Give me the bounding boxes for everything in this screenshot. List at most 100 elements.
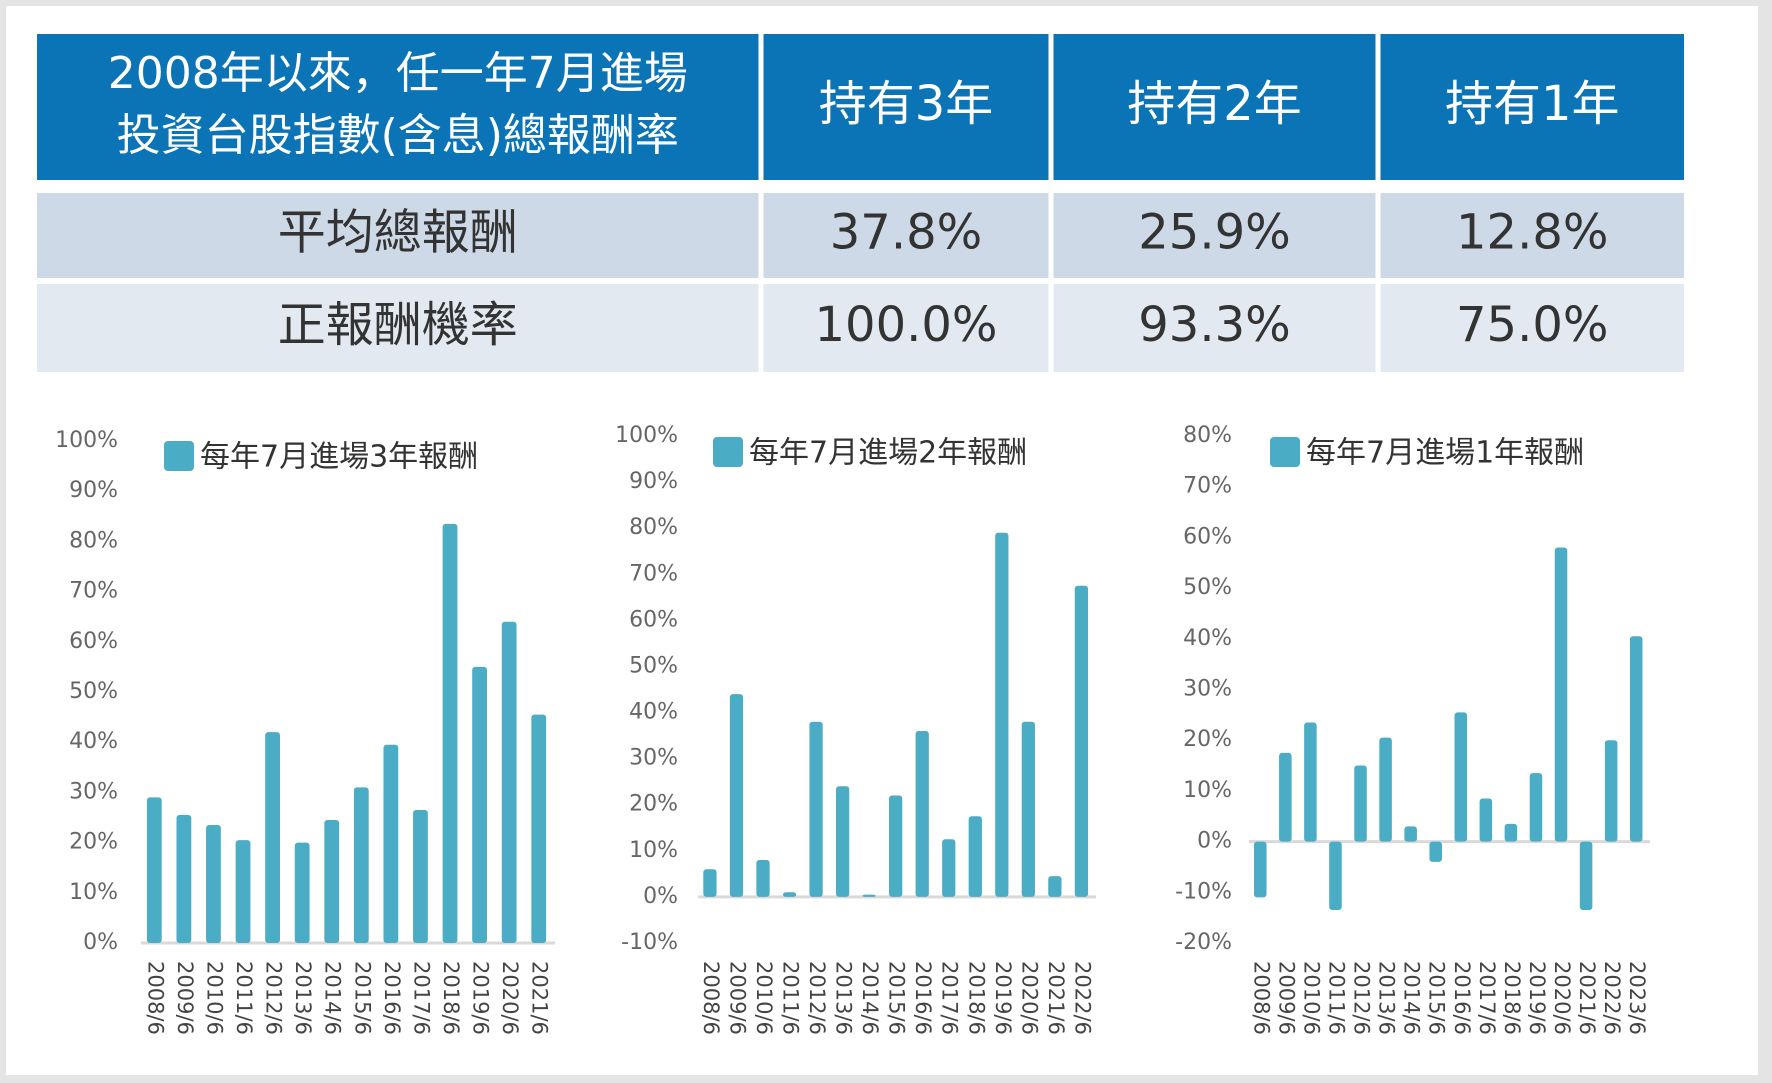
x-tick-label: 2010/6	[752, 961, 776, 1035]
bar	[809, 721, 823, 897]
bar	[206, 825, 221, 943]
x-tick-label: 2022/6	[1600, 961, 1624, 1035]
y-tick-label: 0%	[1197, 829, 1232, 854]
x-tick-label: 2016/6	[1450, 961, 1474, 1035]
y-tick-label: 90%	[69, 478, 118, 503]
x-tick-label: 2009/6	[1274, 961, 1298, 1035]
cell-text: 100.0%	[814, 297, 997, 353]
x-tick-label: 2011/6	[232, 961, 256, 1035]
x-tick-label: 2009/6	[173, 961, 197, 1035]
bar	[472, 666, 487, 943]
table-cell	[1053, 34, 1376, 180]
bar	[1504, 823, 1518, 842]
x-tick-label: 2017/6	[1475, 961, 1499, 1035]
bar	[862, 894, 876, 897]
x-tick-label: 2015/6	[885, 961, 909, 1035]
y-tick-label: 70%	[629, 561, 678, 586]
table-cell	[1380, 193, 1684, 278]
table-cell	[1380, 284, 1684, 372]
y-tick-label: 90%	[629, 469, 678, 494]
y-tick-label: 50%	[1183, 575, 1232, 600]
cell-text: 12.8%	[1456, 205, 1608, 261]
x-tick-label: 2013/6	[291, 961, 315, 1035]
x-tick-label: 2009/6	[725, 961, 749, 1035]
legend-swatch	[1270, 437, 1300, 467]
header-text: 2008年以來，任一年7月進場	[108, 48, 688, 99]
y-tick-label: 20%	[1183, 727, 1232, 752]
header-text: 持有1年	[1445, 76, 1620, 132]
y-tick-label: 80%	[629, 515, 678, 540]
bar	[1354, 765, 1367, 842]
y-tick-label: 50%	[629, 653, 678, 678]
bar	[176, 814, 192, 943]
bar	[1479, 798, 1493, 842]
bar	[383, 744, 399, 943]
bar	[1454, 712, 1468, 842]
x-tick-label: 2016/6	[911, 961, 935, 1035]
bar	[1629, 636, 1643, 842]
bar	[995, 532, 1009, 897]
x-tick-label: 2020/6	[1550, 961, 1574, 1035]
y-tick-label: 40%	[69, 729, 118, 754]
bar	[1329, 841, 1342, 911]
x-tick-label: 2013/6	[832, 961, 856, 1035]
bar	[324, 820, 340, 943]
x-tick-label: 2020/6	[1017, 961, 1041, 1035]
x-tick-label: 2018/6	[439, 961, 463, 1035]
y-tick-label: 80%	[69, 528, 118, 553]
x-tick-label: 2012/6	[1350, 961, 1374, 1035]
x-tick-label: 2017/6	[409, 961, 433, 1035]
table-cell	[37, 193, 759, 278]
x-tick-label: 2018/6	[1500, 961, 1524, 1035]
table-cell	[37, 34, 759, 180]
x-tick-label: 2015/6	[350, 961, 374, 1035]
bar	[1404, 826, 1417, 842]
y-tick-label: 70%	[1183, 474, 1232, 499]
legend-label: 每年7月進場3年報酬	[200, 440, 478, 475]
header-text: 持有2年	[1127, 76, 1302, 132]
bar	[782, 892, 797, 897]
x-tick-label: 2020/6	[498, 961, 522, 1035]
y-tick-label: 60%	[629, 607, 678, 632]
bar	[1529, 773, 1543, 842]
bar	[442, 523, 458, 943]
cell-text: 75.0%	[1456, 297, 1608, 353]
x-tick-label: 2021/6	[1575, 961, 1599, 1035]
bar	[353, 787, 369, 943]
bar	[756, 860, 770, 897]
x-tick-label: 2013/6	[1375, 961, 1399, 1035]
bar	[1429, 841, 1442, 862]
y-tick-label: 0%	[83, 930, 118, 955]
legend-label: 每年7月進場1年報酬	[1306, 436, 1584, 471]
y-tick-label: 60%	[69, 629, 118, 654]
bar	[968, 816, 982, 897]
bar	[1604, 740, 1618, 842]
y-tick-label: -20%	[1175, 930, 1232, 955]
x-tick-label: 2011/6	[779, 961, 803, 1035]
x-tick-label: 2008/6	[1249, 961, 1273, 1035]
bar	[265, 732, 280, 943]
cell-text: 平均總報酬	[278, 205, 518, 261]
table-cell	[1053, 284, 1376, 372]
table-cell	[37, 284, 759, 372]
bar	[729, 694, 744, 897]
x-tick-label: 2010/6	[202, 961, 226, 1035]
bar	[1074, 585, 1089, 897]
x-tick-label: 2022/6	[1070, 961, 1094, 1035]
table-cell	[763, 193, 1049, 278]
x-tick-label: 2017/6	[938, 961, 962, 1035]
bar	[1304, 722, 1317, 842]
bar	[835, 786, 850, 897]
bar	[1279, 752, 1292, 842]
y-tick-label: 40%	[629, 700, 678, 725]
bar	[531, 714, 547, 943]
x-tick-label: 2018/6	[964, 961, 988, 1035]
table-cell	[1053, 193, 1376, 278]
y-tick-label: 30%	[1183, 677, 1232, 702]
x-tick-label: 2019/6	[469, 961, 493, 1035]
y-tick-label: 30%	[629, 746, 678, 771]
y-tick-label: -10%	[621, 930, 678, 955]
cell-text: 正報酬機率	[278, 297, 518, 353]
y-tick-label: 100%	[615, 423, 678, 448]
